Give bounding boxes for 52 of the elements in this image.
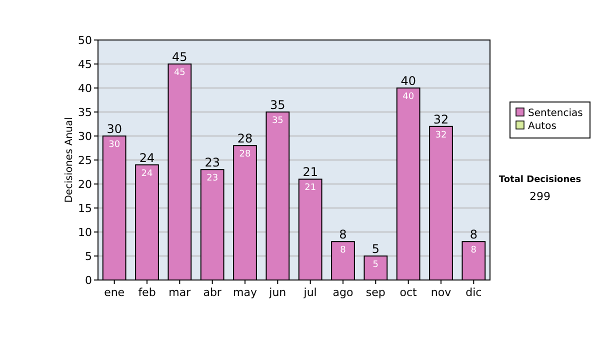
y-axis-title: Decisiones Anual <box>64 117 75 203</box>
x-tick-label: abr <box>203 286 222 299</box>
y-tick-label: 40 <box>78 82 92 95</box>
total-label: 40 <box>400 74 416 88</box>
data-label: 45 <box>174 68 186 78</box>
y-tick-label: 10 <box>78 226 92 239</box>
legend-label: Sentencias <box>528 108 583 119</box>
x-tick-label: mar <box>168 286 192 299</box>
total-label: 35 <box>270 98 286 112</box>
total-label: 5 <box>372 242 380 256</box>
total-label: 8 <box>339 228 347 242</box>
data-label: 32 <box>435 130 447 140</box>
data-label: 30 <box>108 140 120 150</box>
x-tick-label: feb <box>138 286 156 299</box>
x-tick-label: jul <box>302 286 317 299</box>
text: Total Decisiones <box>498 175 582 185</box>
x-tick-label: jun <box>268 286 286 299</box>
total-label: 24 <box>139 150 155 165</box>
total-label: 21 <box>302 165 318 180</box>
y-tick-label: 45 <box>78 58 92 71</box>
x-tick-label: nov <box>430 286 452 299</box>
x-tick-label: may <box>233 286 258 299</box>
text: 299 <box>530 190 550 203</box>
x-tick-label: oct <box>400 286 418 299</box>
y-tick-label: 35 <box>78 106 92 119</box>
y-tick-label: 0 <box>85 274 92 287</box>
total-label: 32 <box>433 112 449 126</box>
y-tick-label: 25 <box>78 154 92 167</box>
y-tick-label: 50 <box>78 34 92 47</box>
x-tick-label: dic <box>466 286 482 299</box>
data-label: 21 <box>304 183 316 194</box>
x-tick-label: ene <box>104 286 125 299</box>
data-label: 8 <box>340 246 346 256</box>
total-label: 45 <box>172 50 188 64</box>
x-tick-label: ago <box>332 286 354 299</box>
total-label: 28 <box>237 132 253 146</box>
data-label: 35 <box>272 116 284 126</box>
y-tick-label: 20 <box>78 178 92 191</box>
data-label: 8 <box>470 246 477 256</box>
legend-label: Autos <box>528 121 556 132</box>
y-tick-label: 30 <box>78 130 92 143</box>
total-label: 23 <box>204 156 220 170</box>
y-tick-label: 15 <box>78 202 92 215</box>
total-label: 30 <box>106 122 122 136</box>
x-tick-label: sep <box>366 286 386 299</box>
data-label: 40 <box>402 92 414 102</box>
data-label: 24 <box>141 168 153 179</box>
data-label: 23 <box>206 174 218 184</box>
data-label: 28 <box>239 150 251 160</box>
data-label: 5 <box>372 260 379 270</box>
y-tick-label: 5 <box>85 250 92 263</box>
total-label: 8 <box>470 228 478 242</box>
